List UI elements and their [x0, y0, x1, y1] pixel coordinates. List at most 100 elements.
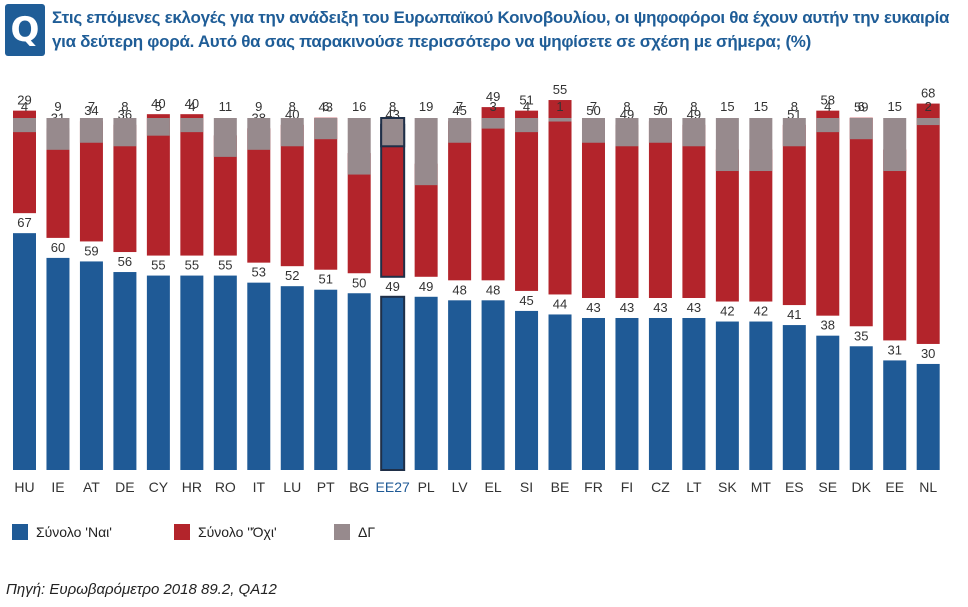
bar-dk-fi	[615, 118, 639, 147]
category-label-ro: RO	[215, 479, 236, 495]
value-label-no-se: 58	[821, 93, 835, 108]
category-label-pt: PT	[317, 479, 335, 495]
category-label-ee: EE	[885, 479, 904, 495]
question-badge-letter: Q	[10, 10, 40, 50]
category-label-fi: FI	[621, 479, 633, 495]
bar-yes-mt	[749, 321, 773, 470]
bar-no-pl	[414, 163, 438, 277]
value-label-no-cy: 40	[151, 96, 165, 111]
bar-dk-ro	[213, 118, 237, 157]
bar-yes-de	[113, 272, 137, 470]
value-label-yes-cy: 55	[151, 258, 165, 273]
bar-dk-be	[548, 118, 572, 122]
value-label-dk-ro: 11	[219, 99, 233, 114]
bar-dk-pl	[414, 118, 438, 186]
bar-no-de	[113, 124, 137, 253]
bar-dk-it	[247, 118, 271, 150]
bar-dk-dk	[849, 118, 873, 140]
bar-dk-de	[113, 118, 137, 147]
category-label-cy: CY	[149, 479, 169, 495]
bar-no-sk	[715, 149, 739, 302]
bar-yes-bg	[347, 293, 371, 470]
category-label-hr: HR	[182, 479, 202, 495]
value-label-yes-el: 48	[486, 282, 500, 297]
bar-yes-lt	[682, 317, 706, 470]
value-label-dk-it: 9	[255, 99, 262, 114]
value-label-yes-ee: 31	[887, 342, 901, 357]
value-label-yes-si: 45	[519, 293, 533, 308]
value-label-yes-lv: 48	[452, 282, 466, 297]
category-label-dk: DK	[852, 479, 872, 495]
value-label-dk-lt: 8	[690, 99, 697, 114]
bar-yes-pl	[414, 296, 438, 470]
bar-no-cy	[146, 114, 170, 256]
value-label-dk-hr: 4	[188, 99, 195, 114]
category-label-es: ES	[785, 479, 804, 495]
bar-dk-bg	[347, 118, 371, 175]
legend-label-yes: Σύνολο 'Ναι'	[36, 524, 112, 540]
value-label-dk-hu: 4	[21, 99, 28, 114]
bar-no-si	[515, 110, 539, 291]
legend-swatch-dk	[334, 524, 350, 540]
value-label-dk-si: 4	[523, 99, 530, 114]
value-label-yes-ee27: 49	[385, 279, 399, 294]
category-label-nl: NL	[919, 479, 937, 495]
value-label-yes-se: 38	[821, 318, 835, 333]
bar-dk-el	[481, 118, 505, 129]
bar-dk-lu	[280, 118, 304, 147]
bar-no-it	[247, 128, 271, 263]
bar-no-at	[79, 121, 103, 242]
value-label-no-fr: 50	[586, 103, 600, 118]
category-label-it: IT	[253, 479, 266, 495]
bar-no-el	[481, 107, 505, 281]
bar-dk-fr	[581, 118, 605, 143]
bar-no-be	[548, 100, 572, 295]
value-label-yes-fr: 43	[586, 300, 600, 315]
category-label-lu: LU	[283, 479, 301, 495]
value-label-dk-sk: 15	[720, 99, 734, 114]
bar-no-es	[782, 124, 806, 306]
value-label-yes-hr: 55	[185, 258, 199, 273]
chart-legend: Σύνολο 'Ναι' Σύνολο ''Όχι' ΔΓ	[0, 524, 968, 548]
category-label-be: BE	[551, 479, 570, 495]
stacked-bar-chart: 67294HU60319IE59347AT56368DE55405CY55404…	[13, 82, 940, 495]
bar-no-lv	[448, 121, 472, 281]
value-label-dk-mt: 15	[754, 99, 768, 114]
value-label-yes-nl: 30	[921, 346, 935, 361]
value-label-no-el: 49	[486, 89, 500, 104]
legend-item-yes: Σύνολο 'Ναι'	[12, 524, 112, 540]
bar-dk-mt	[749, 118, 773, 172]
value-label-yes-cz: 43	[653, 300, 667, 315]
value-label-dk-fi: 8	[623, 99, 630, 114]
value-label-yes-sk: 42	[720, 304, 734, 319]
bar-yes-sk	[715, 321, 739, 470]
bar-no-ie	[46, 128, 70, 238]
category-label-sk: SK	[718, 479, 737, 495]
legend-label-no: Σύνολο ''Όχι'	[198, 524, 277, 540]
value-label-dk-se: 4	[824, 99, 831, 114]
bar-yes-ro	[213, 275, 237, 470]
chart-question-title: Στις επόμενες εκλογές για την ανάδειξη τ…	[52, 8, 950, 51]
value-label-dk-nl: 2	[925, 99, 932, 114]
category-label-ie: IE	[51, 479, 64, 495]
category-label-fr: FR	[584, 479, 603, 495]
bar-dk-lt	[682, 118, 706, 147]
value-label-dk-bg: 16	[352, 99, 366, 114]
value-label-yes-pl: 49	[419, 279, 433, 294]
bar-yes-pt	[314, 289, 338, 470]
category-label-lv: LV	[452, 479, 469, 495]
bar-dk-cy	[146, 118, 170, 136]
value-label-dk-lv: 7	[456, 99, 463, 114]
bar-dk-nl	[916, 118, 940, 126]
bar-yes-be	[548, 314, 572, 470]
value-label-dk-cz: 7	[657, 99, 664, 114]
category-label-cz: CZ	[651, 479, 670, 495]
bar-dk-lv	[448, 118, 472, 143]
value-label-no-lv: 45	[452, 103, 466, 118]
value-label-yes-at: 59	[84, 243, 98, 258]
value-label-yes-pt: 51	[318, 272, 332, 287]
bar-dk-ee	[883, 118, 907, 172]
value-label-dk-es: 8	[791, 99, 798, 114]
bar-dk-hr	[180, 118, 204, 133]
bar-yes-hu	[13, 233, 36, 470]
